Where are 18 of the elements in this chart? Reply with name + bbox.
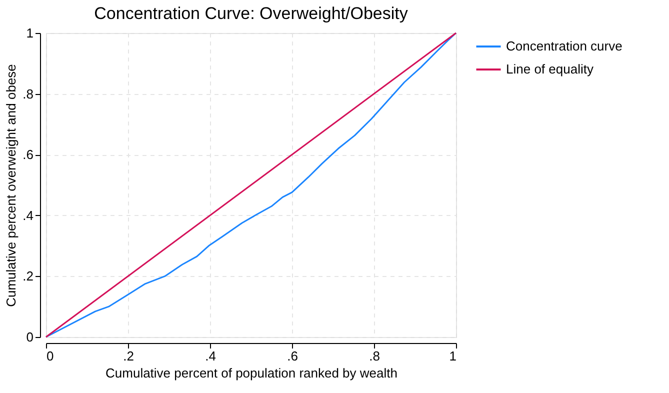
y-tick-label: .4 bbox=[22, 208, 34, 223]
y-tick-label: .8 bbox=[22, 86, 34, 102]
x-tick-label: .2 bbox=[123, 348, 134, 364]
y-tick-label: .6 bbox=[22, 147, 34, 162]
legend-label: Concentration curve bbox=[506, 38, 622, 54]
y-axis-title: Cumulative percent overweight and obese bbox=[4, 64, 19, 307]
x-tick-label: 0 bbox=[46, 348, 54, 364]
legend-label: Line of equality bbox=[506, 62, 594, 76]
y-tick-label: 0 bbox=[26, 330, 34, 344]
x-tick-label: 1 bbox=[449, 348, 456, 364]
x-axis-title: Cumulative percent of population ranked by wealth bbox=[106, 366, 398, 380]
x-tick-label: .4 bbox=[205, 348, 216, 364]
x-tick-label: .8 bbox=[369, 348, 380, 364]
x-tick-label: .6 bbox=[287, 348, 298, 364]
line-series bbox=[45, 32, 457, 338]
y-tick-label: 1 bbox=[26, 26, 34, 40]
y-tick-label: .2 bbox=[22, 268, 34, 284]
chart-title: Concentration Curve: Overweight/Obesity bbox=[94, 4, 408, 23]
